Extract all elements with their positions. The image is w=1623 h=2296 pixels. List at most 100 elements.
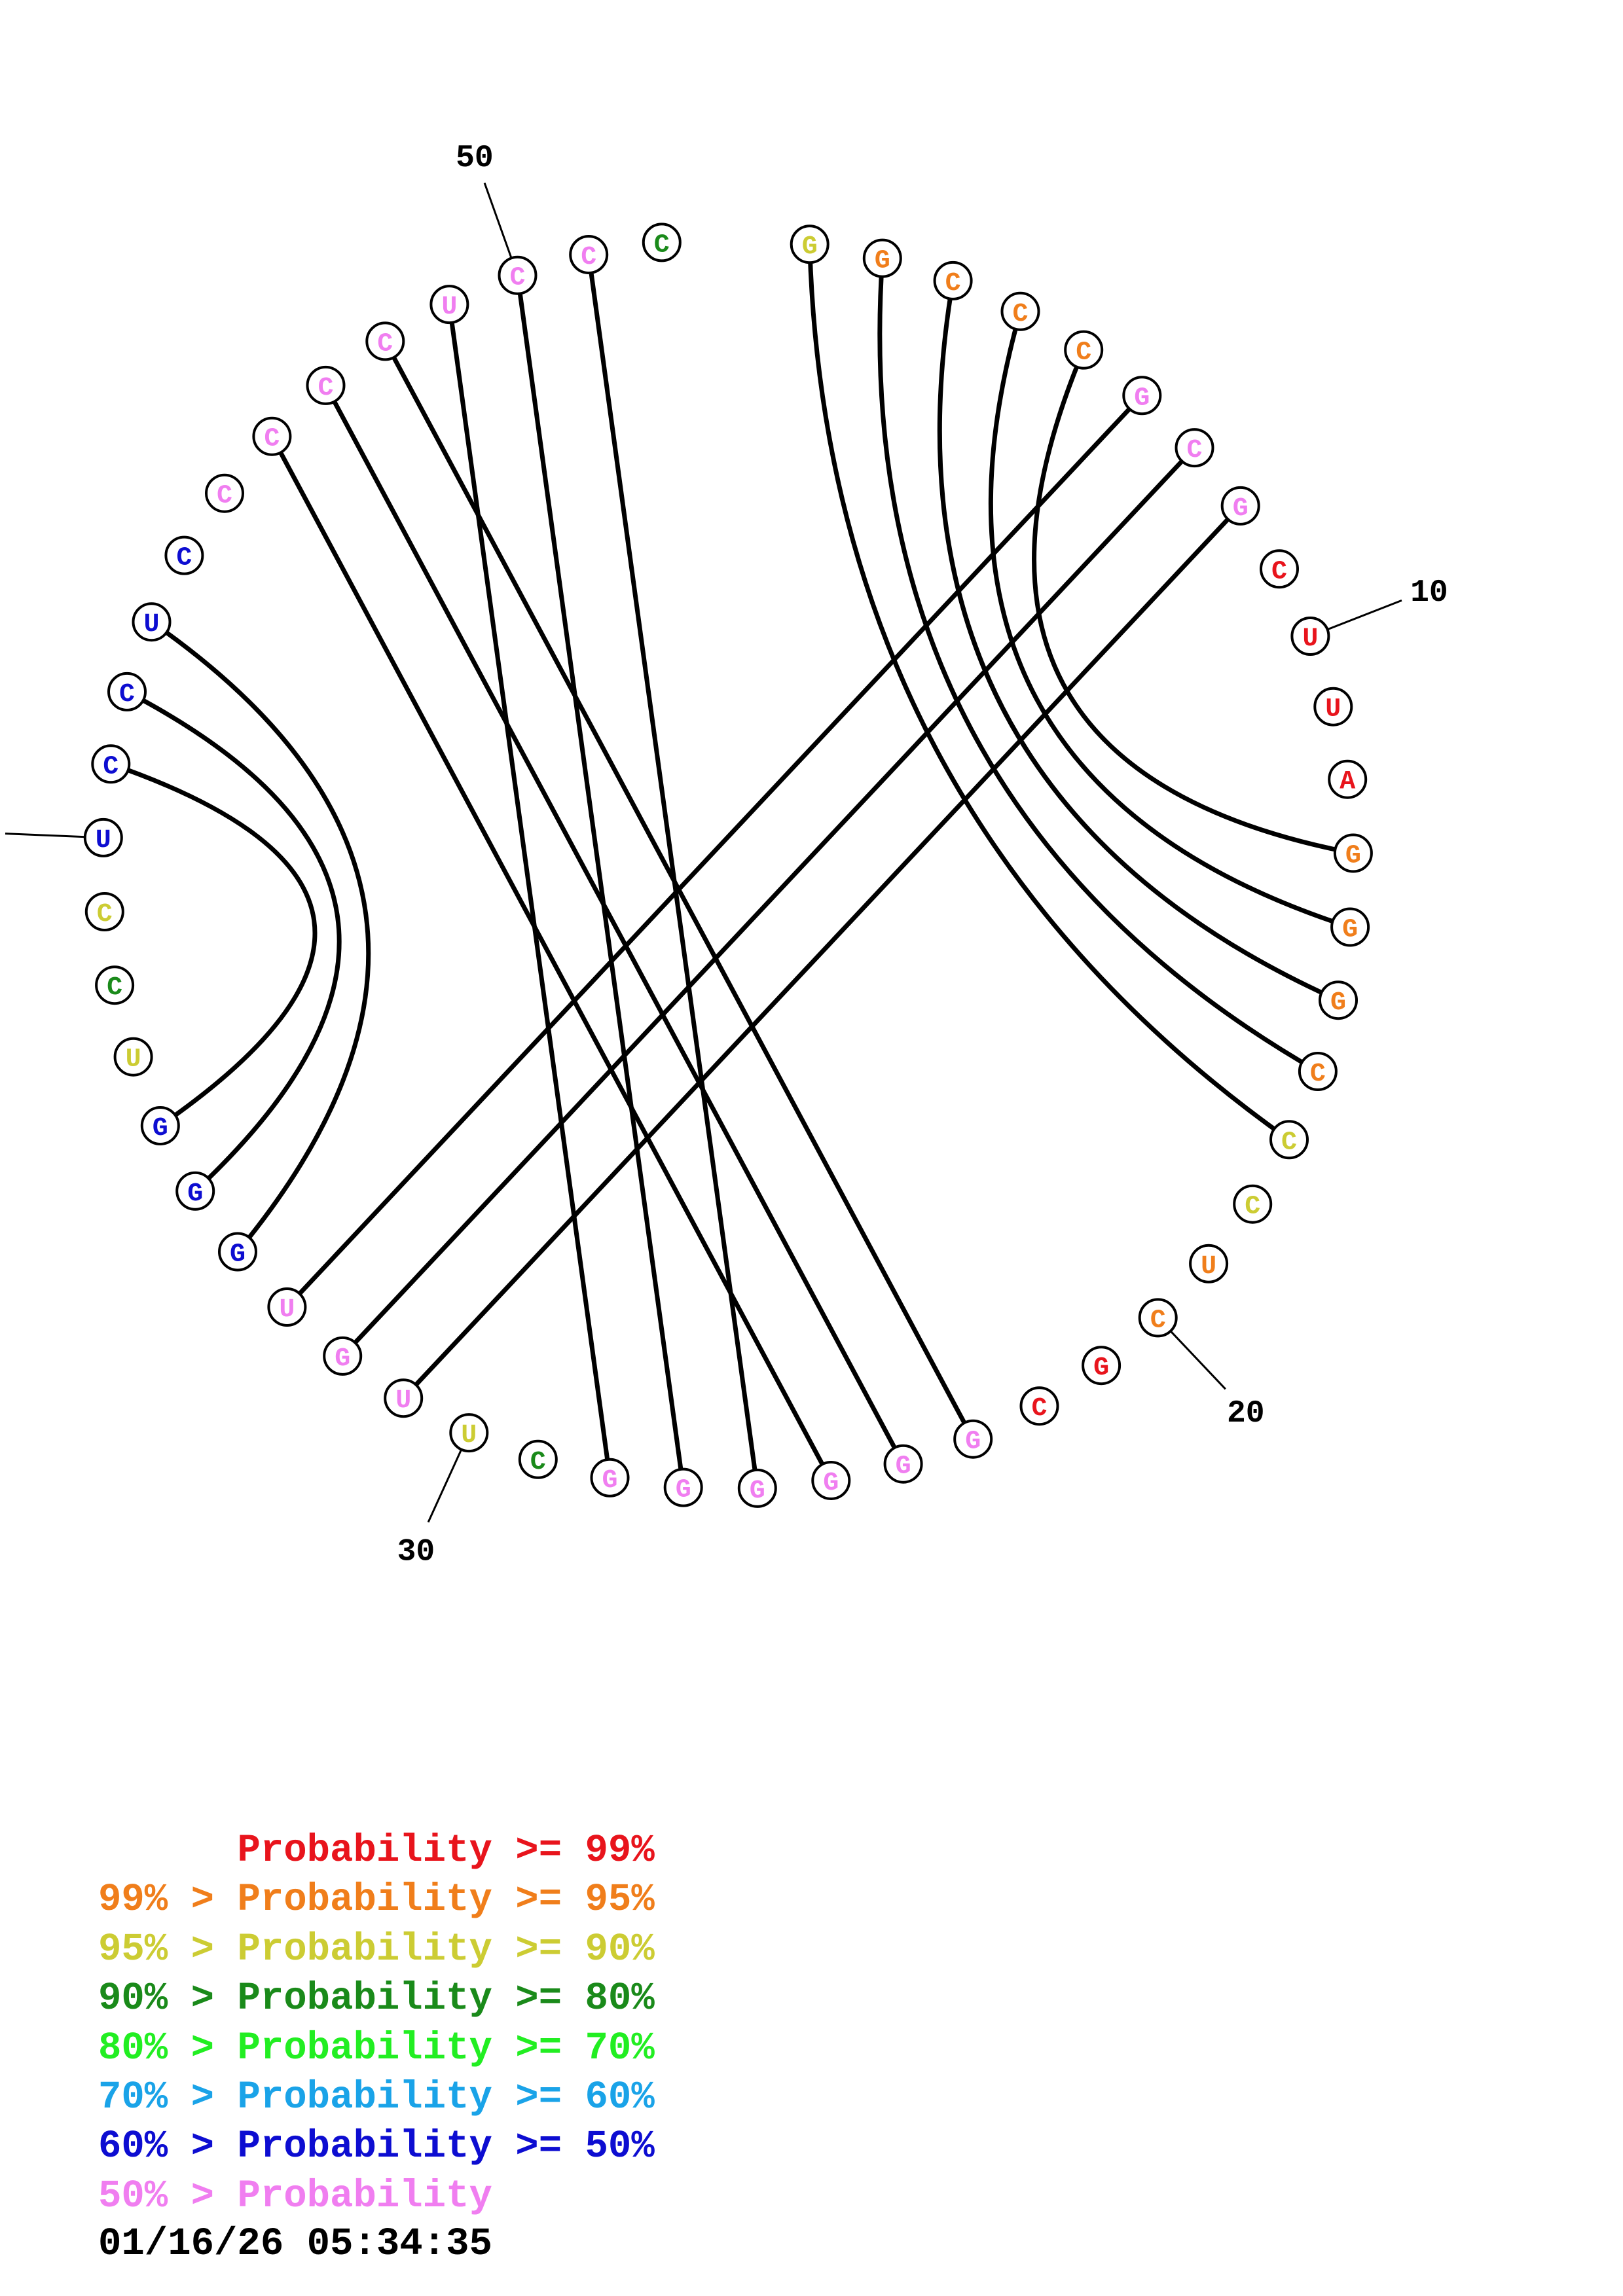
nucleotide-letter: C	[530, 1448, 546, 1477]
nucleotide-circle	[569, 235, 609, 274]
nucleotide-42: C	[107, 672, 147, 711]
nucleotide-circle	[790, 224, 830, 264]
nucleotide-48: C	[365, 321, 405, 361]
nucleotide-letter: U	[1201, 1252, 1216, 1282]
pair-line-28-49	[447, 304, 612, 1479]
pair-line-5-13	[1032, 349, 1354, 855]
legend-prefix: 90% >	[98, 1977, 238, 2021]
nucleotide-letter: A	[1340, 768, 1355, 797]
nucleotide-10: U	[1290, 617, 1330, 656]
nucleotide-22: C	[1019, 1386, 1059, 1426]
position-label-ticks	[5, 182, 1402, 1523]
nucleotide-7: C	[1175, 428, 1214, 468]
label-tick-50	[483, 182, 513, 259]
nucleotide-8: G	[1220, 486, 1260, 526]
nucleotide-letter: C	[377, 329, 393, 359]
nucleotide-letter: G	[802, 232, 818, 262]
nucleotide-layer: G G C C C G C G C U U A G G G C C C U C G C G G G G G G C U U G U G G G U C C U…	[83, 223, 1373, 1508]
nucleotide-circle	[205, 473, 244, 513]
nucleotide-circle	[95, 965, 135, 1005]
nucleotide-letter: C	[97, 900, 113, 929]
legend-row: 60% > Probability >= 50%	[98, 2122, 655, 2171]
nucleotide-circle	[113, 1037, 153, 1077]
nucleotide-letter: C	[1245, 1193, 1260, 1222]
nucleotide-letter: C	[119, 680, 135, 709]
nucleotide-23: G	[953, 1419, 993, 1459]
pair-line-7-32	[340, 446, 1197, 1358]
nucleotide-circle	[590, 1458, 630, 1498]
nucleotide-circle	[429, 285, 469, 325]
legend-label: Probability >= 60%	[237, 2075, 655, 2119]
nucleotide-50: C	[498, 255, 538, 295]
nucleotide-30: U	[449, 1413, 489, 1453]
nucleotide-45: C	[205, 473, 244, 513]
nucleotide-circle	[1220, 486, 1260, 526]
nucleotide-letter: G	[896, 1452, 911, 1482]
nucleotide-letter: U	[96, 826, 111, 855]
nucleotide-letter: G	[335, 1344, 350, 1374]
legend-label: Probability >= 80%	[237, 1977, 655, 2021]
nucleotide-circle	[1328, 759, 1368, 799]
nucleotide-letter: C	[1186, 436, 1202, 465]
nucleotide-circle	[164, 535, 204, 575]
nucleotide-18: C	[1233, 1184, 1273, 1224]
nucleotide-letter: U	[441, 293, 457, 322]
nucleotide-circle	[518, 1439, 558, 1479]
pair-line-23-48	[383, 340, 976, 1441]
timestamp: 01/16/26 05:34:35	[98, 2222, 492, 2266]
nucleotide-circle	[449, 1413, 489, 1453]
nucleotide-letter: C	[1012, 300, 1028, 329]
pair-line-6-33	[285, 393, 1144, 1309]
nucleotide-circle	[84, 892, 124, 931]
nucleotide-circle	[1000, 291, 1040, 331]
pair-line-2-16	[877, 258, 1319, 1074]
nucleotide-letter: G	[676, 1476, 691, 1505]
nucleotide-circle	[252, 416, 292, 456]
nucleotide-letter: C	[509, 264, 525, 293]
legend-row: 50% > Probability	[98, 2172, 655, 2221]
nucleotide-circle	[132, 602, 172, 642]
nucleotide-circle	[663, 1467, 703, 1507]
pair-line-3-15	[937, 280, 1340, 1003]
legend-prefix: 50% >	[98, 2174, 238, 2218]
position-label-10: 10	[1410, 575, 1448, 611]
nucleotide-38: C	[95, 965, 135, 1005]
nucleotide-letter: G	[750, 1477, 765, 1506]
nucleotide-circle	[107, 672, 147, 711]
pair-line-35-42	[126, 689, 342, 1193]
nucleotide-1: G	[790, 224, 830, 264]
nucleotide-51: C	[569, 235, 609, 274]
nucleotide-circle	[1082, 1346, 1122, 1386]
label-tick-10	[1326, 600, 1402, 631]
legend-label: Probability >= 70%	[237, 2026, 655, 2070]
nucleotide-16: C	[1298, 1052, 1338, 1091]
nucleotide-circle	[1319, 980, 1358, 1020]
nucleotide-12: A	[1328, 759, 1368, 799]
nucleotide-33: U	[267, 1287, 307, 1327]
nucleotide-letter: C	[318, 374, 333, 403]
nucleotide-letter: G	[1345, 842, 1361, 871]
nucleotide-circle	[1260, 549, 1299, 589]
position-label-50: 50	[456, 141, 494, 176]
legend-prefix: 60% >	[98, 2125, 238, 2169]
legend-label: Probability >= 50%	[237, 2125, 655, 2169]
nucleotide-circle	[737, 1468, 777, 1508]
nucleotide-21: G	[1082, 1346, 1122, 1386]
pair-line-26-51	[586, 254, 760, 1489]
pair-line-34-43	[150, 620, 371, 1253]
nucleotide-52: C	[642, 223, 682, 262]
pair-line-36-41	[110, 761, 318, 1128]
nucleotide-letter: C	[581, 243, 596, 272]
nucleotide-44: C	[164, 535, 204, 575]
nucleotide-34: G	[218, 1232, 257, 1272]
nucleotide-circle	[1269, 1120, 1309, 1160]
nucleotide-circle	[1290, 617, 1330, 656]
legend-prefix: 99% >	[98, 1878, 238, 1922]
nucleotide-20: C	[1138, 1298, 1178, 1338]
nucleotide-circle	[1189, 1244, 1229, 1283]
nucleotide-letter: C	[176, 544, 192, 573]
nucleotide-circle	[1313, 687, 1353, 726]
nucleotide-circle	[862, 238, 902, 278]
nucleotide-letter: U	[461, 1421, 477, 1450]
position-label-30: 30	[397, 1535, 435, 1570]
